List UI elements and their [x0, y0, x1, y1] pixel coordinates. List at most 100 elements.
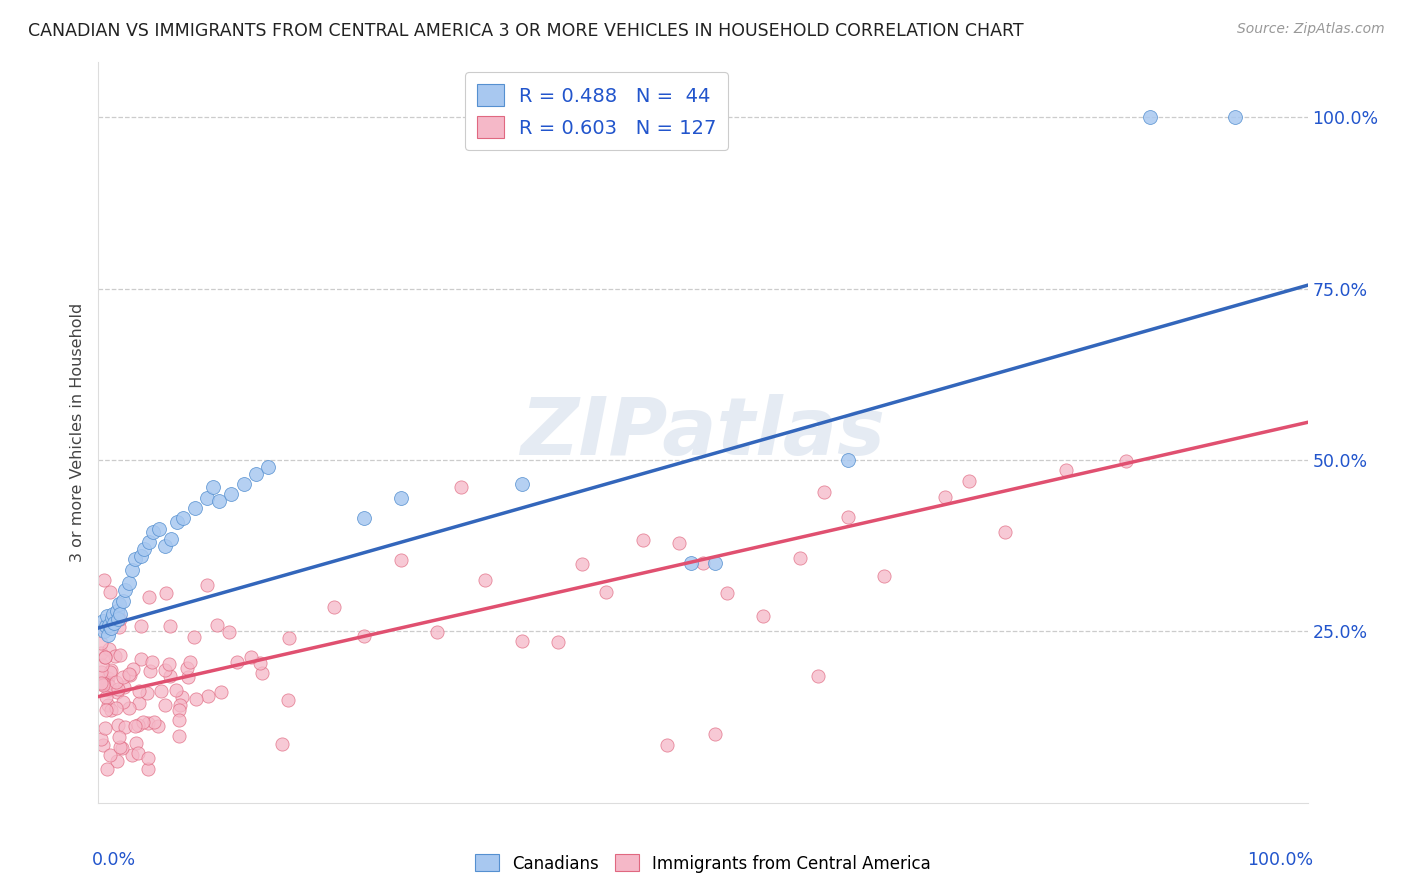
Point	[118, 668, 141, 682]
Point	[221, 487, 243, 501]
Point	[91, 658, 114, 673]
Point	[142, 524, 165, 539]
Point	[104, 648, 127, 663]
Point	[208, 494, 231, 508]
Point	[105, 685, 128, 699]
Point	[159, 657, 181, 672]
Point	[91, 678, 114, 692]
Point	[129, 549, 152, 563]
Point	[148, 522, 170, 536]
Point	[98, 585, 121, 599]
Point	[139, 664, 162, 678]
Point	[155, 698, 177, 712]
Point	[631, 533, 654, 547]
Point	[112, 680, 135, 694]
Point	[205, 617, 228, 632]
Point	[121, 747, 143, 762]
Point	[108, 607, 131, 622]
Point	[93, 624, 115, 639]
Point	[138, 715, 160, 730]
Point	[353, 629, 375, 643]
Point	[134, 542, 156, 557]
Point	[111, 741, 134, 756]
Point	[90, 731, 112, 746]
Point	[510, 477, 533, 491]
Point	[172, 511, 194, 525]
Point	[114, 720, 136, 734]
Point	[153, 663, 176, 677]
Point	[98, 665, 121, 679]
Point	[277, 692, 299, 706]
Point	[195, 578, 218, 592]
Point	[179, 655, 201, 669]
Point	[837, 453, 859, 467]
Text: Source: ZipAtlas.com: Source: ZipAtlas.com	[1237, 22, 1385, 37]
Point	[159, 669, 181, 683]
Point	[108, 597, 131, 611]
Point	[165, 683, 187, 698]
Point	[100, 703, 122, 717]
Point	[209, 685, 232, 699]
Point	[183, 630, 205, 644]
Point	[107, 612, 129, 626]
Point	[127, 718, 149, 732]
Point	[426, 625, 449, 640]
Point	[668, 536, 690, 550]
Point	[90, 636, 112, 650]
Point	[323, 599, 346, 614]
Point	[90, 676, 112, 690]
Point	[105, 674, 128, 689]
Point	[136, 686, 159, 700]
Point	[94, 722, 117, 736]
Point	[389, 553, 412, 567]
Point	[127, 746, 149, 760]
Point	[100, 610, 122, 624]
Point	[232, 477, 254, 491]
Point	[195, 491, 218, 505]
Point	[389, 491, 412, 505]
Point	[146, 718, 169, 732]
Point	[136, 750, 159, 764]
Point	[90, 670, 112, 684]
Point	[278, 631, 301, 645]
Point	[957, 474, 980, 488]
Point	[571, 558, 593, 572]
Point	[1139, 110, 1161, 124]
Point	[114, 583, 136, 598]
Point	[94, 690, 117, 704]
Point	[1054, 463, 1077, 477]
Point	[155, 585, 177, 599]
Point	[250, 666, 273, 681]
Point	[124, 719, 146, 733]
Point	[159, 619, 181, 633]
Point	[184, 501, 207, 516]
Point	[256, 459, 278, 474]
Point	[752, 609, 775, 624]
Point	[1223, 110, 1246, 124]
Y-axis label: 3 or more Vehicles in Household: 3 or more Vehicles in Household	[70, 303, 86, 562]
Point	[450, 481, 472, 495]
Legend: Canadians, Immigrants from Central America: Canadians, Immigrants from Central Ameri…	[468, 847, 938, 880]
Point	[96, 609, 118, 624]
Point	[1115, 454, 1137, 468]
Point	[98, 641, 121, 656]
Point	[716, 586, 738, 600]
Point	[121, 563, 143, 577]
Point	[118, 576, 141, 591]
Point	[249, 657, 271, 671]
Point	[197, 689, 219, 703]
Point	[142, 715, 165, 730]
Point	[176, 661, 198, 675]
Legend: R = 0.488   N =  44, R = 0.603   N = 127: R = 0.488 N = 44, R = 0.603 N = 127	[465, 72, 728, 150]
Point	[129, 619, 152, 633]
Point	[789, 551, 811, 566]
Point	[104, 700, 127, 714]
Point	[166, 515, 188, 529]
Point	[100, 748, 122, 763]
Point	[202, 480, 225, 494]
Point	[97, 679, 120, 693]
Point	[118, 701, 141, 715]
Point	[138, 535, 160, 549]
Point	[153, 539, 176, 553]
Point	[111, 593, 134, 607]
